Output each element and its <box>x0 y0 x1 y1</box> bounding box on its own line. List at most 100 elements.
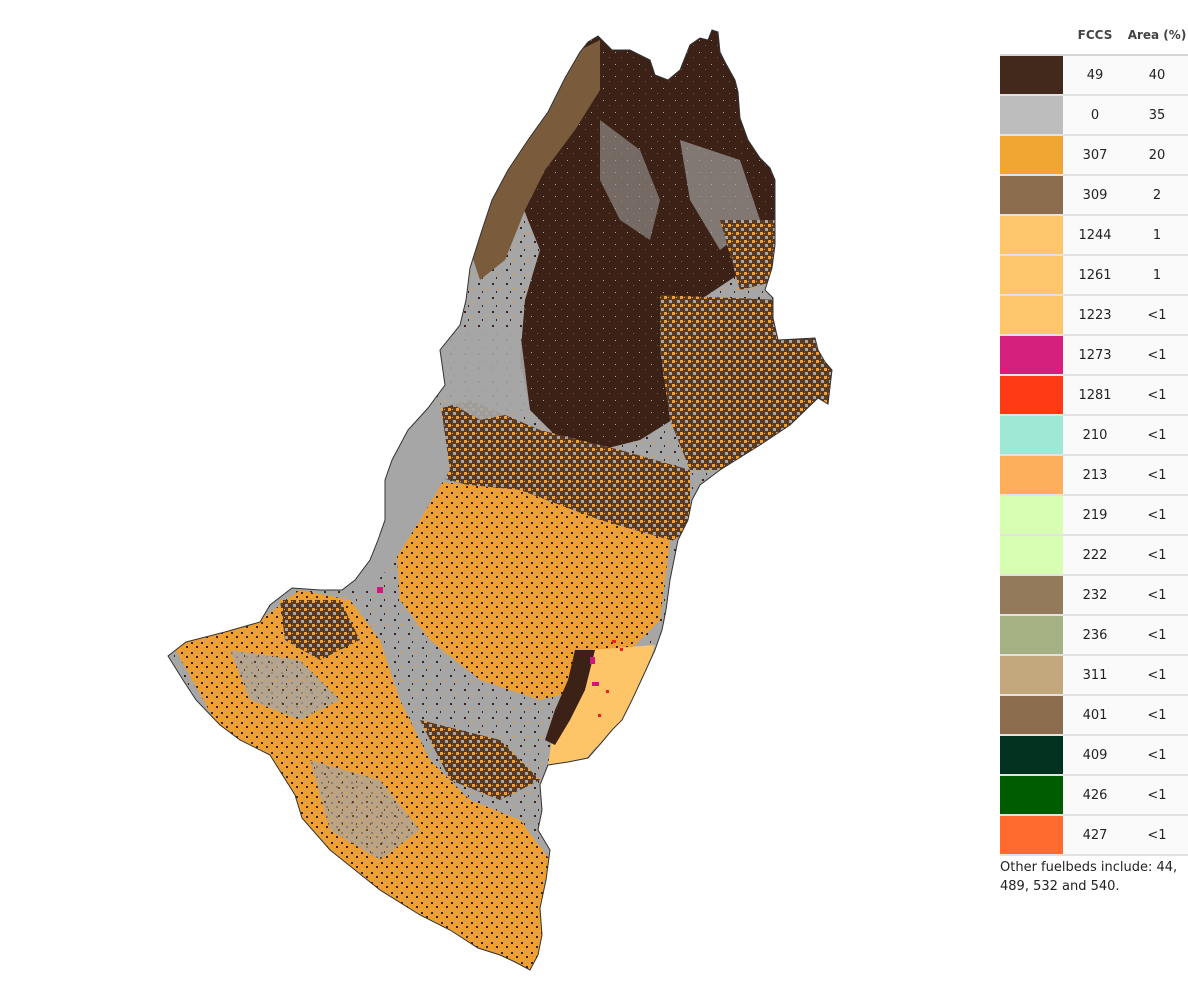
legend-area-value: <1 <box>1126 695 1188 736</box>
legend-color-swatch <box>1000 216 1063 254</box>
legend-area-value: <1 <box>1126 775 1188 816</box>
legend-color-swatch <box>1000 696 1063 734</box>
legend-area-value: <1 <box>1126 375 1188 416</box>
legend-header-swatch <box>1000 0 1064 56</box>
legend-row: 219 <1 <box>1000 495 1188 536</box>
legend-color-swatch <box>1000 296 1063 334</box>
legend-color-swatch <box>1000 56 1063 94</box>
legend-area-value: <1 <box>1126 335 1188 376</box>
legend-color-swatch <box>1000 736 1063 774</box>
legend-swatch-cell <box>1000 255 1064 296</box>
legend-row: 1281 <1 <box>1000 375 1188 416</box>
legend-row: 1273 <1 <box>1000 335 1188 376</box>
legend-swatch-cell <box>1000 815 1064 856</box>
legend-row: 1223 <1 <box>1000 295 1188 336</box>
legend-color-swatch <box>1000 416 1063 454</box>
legend-color-swatch <box>1000 96 1063 134</box>
legend-swatch-cell <box>1000 95 1064 136</box>
legend-color-swatch <box>1000 256 1063 294</box>
legend-swatch-cell <box>1000 375 1064 416</box>
legend-fccs-value: 1244 <box>1064 215 1126 256</box>
legend-swatch-cell <box>1000 335 1064 376</box>
legend-row: 232 <1 <box>1000 575 1188 616</box>
legend-row: 311 <1 <box>1000 655 1188 696</box>
legend-area-value: <1 <box>1126 615 1188 656</box>
legend-fccs-value: 1261 <box>1064 255 1126 296</box>
legend-fccs-value: 1281 <box>1064 375 1126 416</box>
legend-swatch-cell <box>1000 655 1064 696</box>
legend-swatch-cell <box>1000 415 1064 456</box>
legend-area-value: <1 <box>1126 415 1188 456</box>
legend-fccs-value: 210 <box>1064 415 1126 456</box>
legend-swatch-cell <box>1000 455 1064 496</box>
legend-color-swatch <box>1000 776 1063 814</box>
legend-fccs-value: 427 <box>1064 815 1126 856</box>
legend-area-value: <1 <box>1126 815 1188 856</box>
legend-swatch-cell <box>1000 695 1064 736</box>
legend-fccs-value: 0 <box>1064 95 1126 136</box>
legend-color-swatch <box>1000 176 1063 214</box>
legend-fccs-value: 1223 <box>1064 295 1126 336</box>
legend-row: 401 <1 <box>1000 695 1188 736</box>
legend-area-value: <1 <box>1126 535 1188 576</box>
legend-row: 222 <1 <box>1000 535 1188 576</box>
legend-area-value: 40 <box>1126 55 1188 96</box>
legend-swatch-cell <box>1000 55 1064 96</box>
legend-area-value: 1 <box>1126 255 1188 296</box>
legend-fccs-value: 311 <box>1064 655 1126 696</box>
legend-fccs-value: 219 <box>1064 495 1126 536</box>
fuelbed-raster <box>168 30 832 970</box>
legend-row: 309 2 <box>1000 175 1188 216</box>
legend-area-value: 35 <box>1126 95 1188 136</box>
legend-fccs-value: 236 <box>1064 615 1126 656</box>
legend-row: 0 35 <box>1000 95 1188 136</box>
legend-color-swatch <box>1000 496 1063 534</box>
legend-fccs-value: 409 <box>1064 735 1126 776</box>
legend-header-area: Area (%) <box>1126 0 1188 56</box>
legend-fccs-value: 401 <box>1064 695 1126 736</box>
legend-row: 1261 1 <box>1000 255 1188 296</box>
legend-fccs-value: 222 <box>1064 535 1126 576</box>
legend-swatch-cell <box>1000 775 1064 816</box>
legend-row: 307 20 <box>1000 135 1188 176</box>
legend-color-swatch <box>1000 336 1063 374</box>
legend-fccs-value: 426 <box>1064 775 1126 816</box>
legend-area-value: <1 <box>1126 735 1188 776</box>
legend-fccs-value: 49 <box>1064 55 1126 96</box>
legend-color-swatch <box>1000 136 1063 174</box>
legend-color-swatch <box>1000 376 1063 414</box>
legend-swatch-cell <box>1000 575 1064 616</box>
legend-color-swatch <box>1000 656 1063 694</box>
legend-swatch-cell <box>1000 175 1064 216</box>
legend-color-swatch <box>1000 536 1063 574</box>
legend-swatch-cell <box>1000 215 1064 256</box>
legend-fccs-value: 232 <box>1064 575 1126 616</box>
legend-fccs-value: 307 <box>1064 135 1126 176</box>
legend-area-value: <1 <box>1126 455 1188 496</box>
legend-row: 1244 1 <box>1000 215 1188 256</box>
legend-swatch-cell <box>1000 295 1064 336</box>
legend-swatch-cell <box>1000 535 1064 576</box>
legend-color-swatch <box>1000 816 1063 854</box>
legend-area-value: 20 <box>1126 135 1188 176</box>
legend-fccs-value: 1273 <box>1064 335 1126 376</box>
legend-rows: 49 40 0 35 307 20 309 2 1244 1 1261 1 1223 <1 1273 <1 12… <box>1000 55 1188 856</box>
legend-area-value: <1 <box>1126 575 1188 616</box>
fuelbed-map[interactable] <box>0 0 990 1000</box>
legend-row: 213 <1 <box>1000 455 1188 496</box>
legend-area-value: <1 <box>1126 655 1188 696</box>
legend-row: 409 <1 <box>1000 735 1188 776</box>
legend-color-swatch <box>1000 456 1063 494</box>
legend-header-row: FCCS Area (%) <box>1000 0 1188 56</box>
legend-fccs-value: 213 <box>1064 455 1126 496</box>
fccs-legend: FCCS Area (%) 49 40 0 35 307 20 309 2 1244 1 1261 1… <box>1000 0 1188 898</box>
legend-swatch-cell <box>1000 615 1064 656</box>
legend-area-value: 1 <box>1126 215 1188 256</box>
legend-area-value: 2 <box>1126 175 1188 216</box>
legend-swatch-cell <box>1000 495 1064 536</box>
legend-area-value: <1 <box>1126 495 1188 536</box>
legend-table: FCCS Area (%) 49 40 0 35 307 20 309 2 1244 1 1261 1… <box>1000 0 1188 856</box>
legend-row: 236 <1 <box>1000 615 1188 656</box>
legend-row: 49 40 <box>1000 55 1188 96</box>
legend-row: 426 <1 <box>1000 775 1188 816</box>
